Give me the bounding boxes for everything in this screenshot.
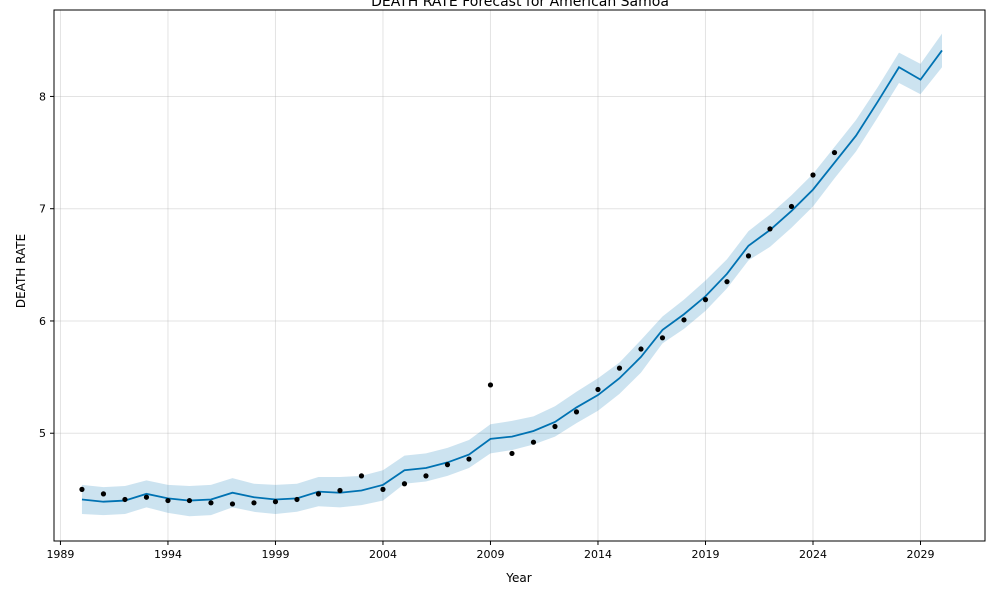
forecast-line-layer <box>81 49 943 503</box>
observed-point <box>315 491 322 497</box>
observed-point <box>444 462 451 468</box>
forecast-line <box>81 49 943 503</box>
x-axis-label: Year <box>505 571 531 585</box>
observed-point <box>616 365 623 371</box>
observed-point <box>659 335 666 341</box>
plot-frame <box>53 9 986 542</box>
observed-point <box>767 226 773 232</box>
observed-point <box>487 382 494 388</box>
observed-points-layer <box>79 149 838 507</box>
observed-point <box>100 491 107 497</box>
observed-point <box>143 494 150 500</box>
observed-point <box>466 456 472 462</box>
observed-point <box>530 439 537 445</box>
observed-point <box>788 203 795 210</box>
observed-point <box>251 500 257 506</box>
observed-point <box>186 497 193 504</box>
y-tick-label: 6 <box>39 315 46 328</box>
x-tick-label: 2014 <box>584 548 612 561</box>
observed-point <box>745 253 752 259</box>
observed-point <box>272 499 279 505</box>
chart-title: DEATH RATE Forecast for American Samoa <box>371 0 669 10</box>
observed-point <box>165 497 171 504</box>
x-tick-label: 2009 <box>476 548 504 561</box>
y-axis-label: DEATH RATE <box>14 234 28 308</box>
y-axis-ticks: 5 6 7 8 <box>39 90 54 440</box>
x-tick-label: 2029 <box>906 548 934 561</box>
x-axis-ticks: 1989 1994 1999 2004 2009 2014 2019 2024 2029 <box>46 541 934 561</box>
x-tick-label: 2019 <box>691 548 719 561</box>
observed-point <box>552 423 558 430</box>
observed-point <box>681 317 687 323</box>
observed-point <box>702 297 709 303</box>
x-tick-label: 1994 <box>154 548 182 561</box>
observed-point <box>423 473 429 479</box>
y-tick-label: 5 <box>39 427 46 440</box>
observed-point <box>831 149 838 156</box>
observed-point <box>401 481 408 487</box>
observed-point <box>509 450 515 457</box>
observed-point <box>724 279 730 285</box>
observed-point <box>595 386 601 393</box>
x-tick-label: 1989 <box>46 548 74 561</box>
y-tick-label: 8 <box>39 90 46 103</box>
observed-point <box>337 487 343 494</box>
x-tick-label: 2004 <box>369 548 397 561</box>
observed-point <box>380 486 386 492</box>
y-tick-label: 7 <box>39 203 46 216</box>
observed-point <box>294 496 300 503</box>
grid <box>54 10 985 541</box>
observed-point <box>122 496 128 503</box>
observed-point <box>573 409 580 415</box>
observed-point <box>810 172 816 178</box>
observed-point <box>638 346 644 352</box>
x-tick-label: 1999 <box>261 548 289 561</box>
observed-point <box>208 500 214 506</box>
observed-point <box>358 473 365 479</box>
x-tick-label: 2024 <box>799 548 827 561</box>
observed-point <box>79 486 85 492</box>
observed-point <box>229 501 236 507</box>
